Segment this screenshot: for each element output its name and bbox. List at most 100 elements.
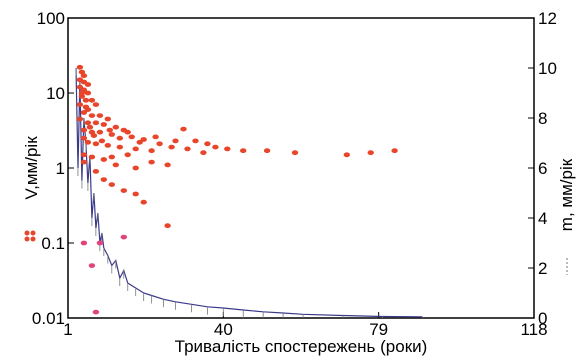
- v-data-point: [84, 139, 92, 145]
- v-data-point: [88, 97, 96, 103]
- v-data-point: [84, 90, 92, 96]
- v-data-point: [140, 137, 147, 142]
- v-data-point: [263, 148, 271, 154]
- v-data-point: [108, 154, 116, 160]
- v-data-point: [106, 127, 114, 133]
- v-data-point: [78, 94, 86, 99]
- v-data-point: [82, 97, 90, 103]
- v-data-point: [152, 134, 159, 140]
- v-data-point: [164, 162, 171, 168]
- y-right-tick-label: 0: [538, 309, 547, 328]
- v-data-point: [80, 135, 88, 141]
- x-tick-label: 79: [369, 320, 388, 339]
- v-data-point: [212, 144, 219, 150]
- v-data-point: [80, 110, 88, 115]
- v-data-point: [80, 73, 88, 79]
- x-tick-label: 40: [214, 320, 233, 339]
- v-low-data-point: [96, 240, 104, 246]
- v-low-data-point: [92, 309, 100, 315]
- v-data-point: [200, 150, 207, 156]
- v-data-point: [240, 148, 247, 154]
- v-data-point: [88, 154, 96, 160]
- v-data-point: [92, 102, 100, 107]
- v-data-point: [192, 138, 199, 144]
- y-right-tick-label: 10: [538, 59, 557, 78]
- left-legend-marker: [24, 230, 36, 242]
- right-axis-title-group: m, мм/рік: [557, 158, 576, 231]
- v-data-point: [92, 141, 100, 147]
- y-right-axis-title: m, мм/рік: [557, 158, 576, 231]
- v-data-point: [80, 159, 88, 165]
- y-left-tick-label: 0.1: [41, 234, 65, 253]
- v-data-point: [78, 69, 86, 75]
- v-data-point: [112, 124, 120, 130]
- v-data-point: [148, 148, 155, 154]
- v-data-point: [168, 144, 175, 150]
- legend-dot: [30, 236, 36, 242]
- v-data-point: [184, 146, 191, 152]
- tick-labels: 1 40 79 118 0.01 0.1 1 10 100 0 2 4 6 8 10 12: [32, 9, 557, 339]
- y-right-tick-label: 12: [538, 9, 557, 28]
- v-data-point: [88, 113, 96, 118]
- v-data-point: [140, 199, 147, 205]
- v-data-point: [84, 120, 92, 126]
- v-data-point: [82, 104, 90, 110]
- v-data-point: [180, 126, 187, 132]
- legend-dot: [24, 236, 30, 242]
- v-data-point: [86, 124, 94, 130]
- y-left-tick-label: 0.01: [32, 309, 65, 328]
- y-right-tick-label: 6: [538, 159, 547, 178]
- v-data-point: [136, 139, 143, 145]
- v-data-point: [132, 146, 139, 152]
- v-data-point: [96, 129, 104, 135]
- v-data-point: [164, 223, 171, 229]
- v-data-point: [112, 162, 120, 168]
- y-left-tick-label: 10: [46, 84, 65, 103]
- v-data-point: [124, 129, 131, 135]
- v-data-point: [76, 116, 84, 122]
- v-data-point: [156, 141, 163, 147]
- v-data-point: [148, 159, 155, 165]
- x-axis-title: Тривалість спостережень (роки): [175, 337, 428, 356]
- v-data-point: [78, 90, 86, 96]
- v-data-point: [291, 150, 299, 156]
- v-data-point: [98, 138, 106, 144]
- v-data-point: [76, 64, 84, 70]
- y-left-tick-label: 1: [56, 159, 65, 178]
- v-data-point: [132, 165, 139, 171]
- v-data-point: [116, 144, 124, 150]
- v-data-point: [120, 188, 128, 194]
- v-data-point: [100, 177, 108, 183]
- v-data-point: [391, 148, 398, 154]
- v-data-point: [100, 122, 108, 127]
- legend-dot: [30, 230, 36, 236]
- v-data-point: [90, 133, 98, 139]
- v-data-point: [80, 127, 88, 133]
- v-data-point: [204, 141, 211, 147]
- y-right-tick-label: 8: [538, 109, 547, 128]
- v-data-point: [343, 152, 350, 158]
- legend-dot: [24, 230, 30, 236]
- x-tick-label: 1: [63, 320, 72, 339]
- v-data-point: [367, 150, 374, 156]
- v-data-point: [224, 146, 231, 152]
- v-data-point: [100, 157, 108, 162]
- x-tick-label: 118: [520, 320, 547, 339]
- y-left-axis-title: V,мм/рік: [22, 136, 41, 200]
- v-data-point: [84, 82, 92, 87]
- v-data-point: [96, 113, 104, 118]
- v-data-point: [172, 138, 179, 144]
- v-data-point: [108, 182, 116, 188]
- v-low-data-point: [120, 234, 128, 240]
- v-data-point: [92, 169, 100, 174]
- y-right-tick-label: 4: [538, 209, 547, 228]
- v-data-point: [80, 152, 88, 158]
- v-data-point: [124, 152, 131, 158]
- v-data-point: [76, 102, 84, 107]
- v-low-data-point: [88, 263, 96, 268]
- v-data-point: [108, 132, 116, 137]
- v-low-data-point: [80, 240, 88, 246]
- left-axis-title-group: V,мм/рік: [22, 136, 41, 200]
- v-data-point: [116, 135, 124, 141]
